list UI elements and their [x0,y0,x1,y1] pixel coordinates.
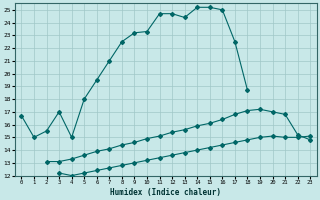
X-axis label: Humidex (Indice chaleur): Humidex (Indice chaleur) [110,188,221,197]
